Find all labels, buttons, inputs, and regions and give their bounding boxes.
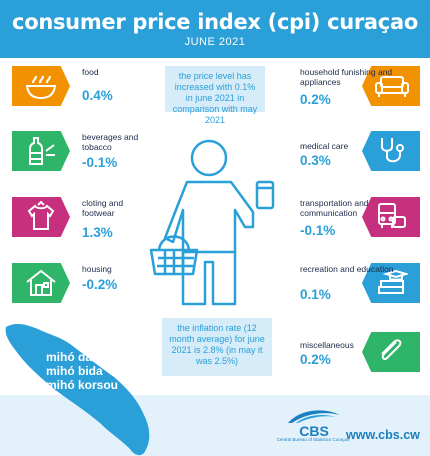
- footer-band: [0, 395, 430, 456]
- beverages-value: -0.1%: [82, 155, 118, 170]
- info-box-inflation: the inflation rate (12 month average) fo…: [162, 318, 272, 376]
- medical-label: medical care: [300, 141, 349, 151]
- category-misc: miscellaneous 0.2%: [270, 332, 420, 372]
- food-value: 0.4%: [82, 88, 113, 103]
- beverages-label: beverages and tobacco: [82, 132, 139, 152]
- transport-label: transportation and communication: [300, 198, 369, 218]
- recreation-label: recreation and education: [300, 264, 394, 274]
- category-clothing: cloting and footwear 1.3%: [12, 197, 147, 240]
- category-housing: housing -0.2%: [12, 263, 147, 303]
- category-recreation: recreation and education 0.1%: [270, 263, 420, 303]
- misc-label: miscellaneous: [300, 340, 354, 350]
- food-label: food: [82, 67, 99, 77]
- books-icon: [362, 263, 420, 303]
- shirt-icon: [12, 197, 70, 237]
- info-box-price-level: the price level has increased with 0.1% …: [165, 66, 265, 125]
- housing-value: -0.2%: [82, 277, 118, 292]
- shopper-illustration: [145, 132, 275, 312]
- bus-icon: [362, 197, 420, 237]
- curacao-island-shape: [4, 315, 154, 456]
- category-household: household funishing and appliances 0.2%: [270, 66, 420, 107]
- cbs-logo-subtitle: Central Bureau of Statistics Curaçao: [276, 437, 350, 442]
- slogan-line-3: mihó korsou: [46, 378, 119, 392]
- paperclip-icon: [362, 332, 420, 372]
- cbs-logo-icon: [284, 405, 344, 445]
- category-transport: transportation and communication -0.1%: [270, 197, 420, 238]
- recreation-value: 0.1%: [300, 287, 331, 302]
- clothing-label: cloting and footwear: [82, 198, 124, 218]
- house-icon: [12, 263, 70, 303]
- page-title: consumer price index (cpi) curaçao: [12, 10, 418, 34]
- housing-label: housing: [82, 264, 112, 274]
- transport-value: -0.1%: [300, 223, 336, 238]
- category-beverages: beverages and tobacco -0.1%: [12, 131, 147, 171]
- slogan: mihó data mihó bida mihó korsou: [46, 350, 118, 392]
- page-subtitle: JUNE 2021: [184, 36, 246, 48]
- misc-value: 0.2%: [300, 352, 331, 367]
- medical-value: 0.3%: [300, 153, 331, 168]
- category-medical: medical care 0.3%: [270, 131, 420, 171]
- header-banner: consumer price index (cpi) curaçao JUNE …: [0, 0, 430, 58]
- slogan-line-2: mihó bida: [46, 364, 103, 378]
- food-bowl-icon: [12, 66, 70, 106]
- sofa-icon: [362, 66, 420, 106]
- clothing-value: 1.3%: [82, 225, 113, 240]
- household-value: 0.2%: [300, 92, 331, 107]
- bottle-icon: [12, 131, 70, 171]
- category-food: food 0.4%: [12, 66, 147, 106]
- website-link[interactable]: www.cbs.cw: [346, 428, 420, 442]
- slogan-line-1: mihó data: [46, 350, 103, 364]
- household-label: household funishing and appliances: [300, 67, 393, 87]
- stethoscope-icon: [362, 131, 420, 171]
- cbs-logo-text: CBS: [299, 423, 329, 439]
